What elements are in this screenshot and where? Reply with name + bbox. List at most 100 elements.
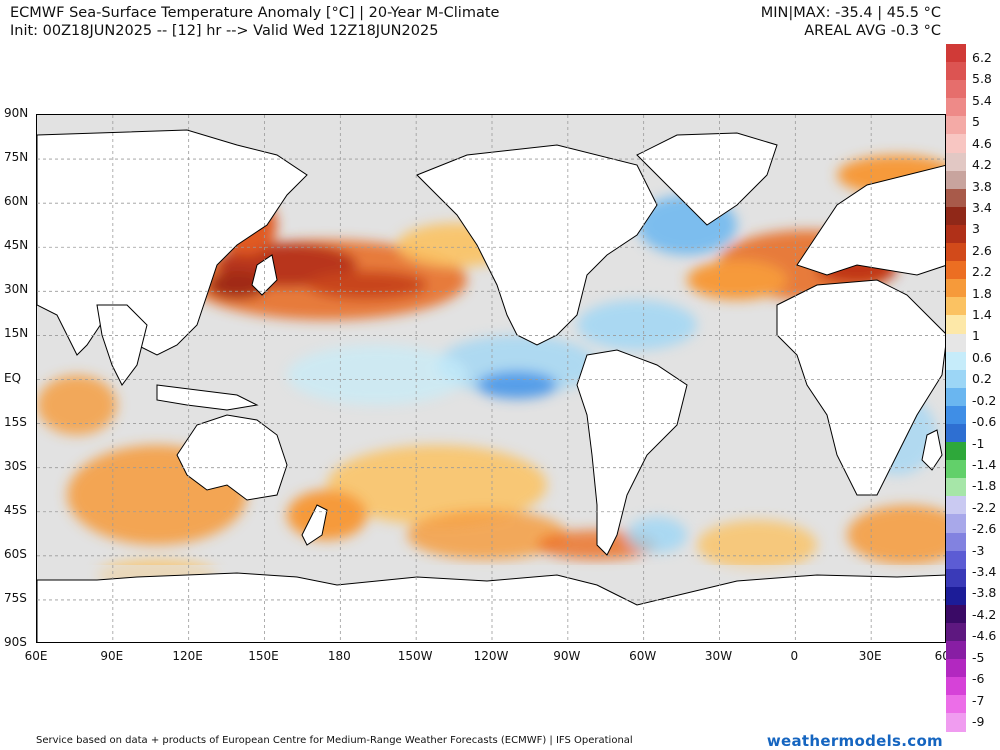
colorbar-segment <box>946 677 966 696</box>
graticule <box>37 115 945 642</box>
colorbar-segment <box>946 442 966 461</box>
longitude-label: 90E <box>100 649 124 663</box>
colorbar-segment <box>946 568 966 587</box>
latitude-label: 60S <box>4 546 27 561</box>
colorbar-segment <box>946 297 966 316</box>
colorbar-label: -3.4 <box>972 564 997 580</box>
colorbar-label: -2.6 <box>972 521 997 537</box>
colorbar-segment <box>946 188 966 207</box>
longitude-label: 120E <box>172 649 203 663</box>
attribution-text: Service based on data + products of Euro… <box>36 735 633 746</box>
colorbar-label: -1 <box>972 435 985 451</box>
colorbar-segment <box>946 369 966 388</box>
colorbar-segment <box>946 279 966 298</box>
land-masses <box>37 129 945 642</box>
colorbar-label: 5 <box>972 114 980 130</box>
colorbar-label: -2.2 <box>972 499 997 515</box>
longitude-label: 30W <box>704 649 733 663</box>
colorbar-segment <box>946 261 966 280</box>
colorbar-segment <box>946 206 966 225</box>
colorbar-label: 0.6 <box>972 349 992 365</box>
longitude-label: 150E <box>248 649 279 663</box>
colorbar-label: 5.8 <box>972 71 992 87</box>
colorbar-label: 6.2 <box>972 50 992 65</box>
minmax-readout: MIN|MAX: -35.4 | 45.5 °C <box>760 5 941 21</box>
colorbar-label: 4.2 <box>972 157 992 173</box>
chart-subtitle: Init: 00Z18JUN2025 -- [12] hr --> Valid … <box>10 23 439 39</box>
colorbar-label: -0.6 <box>972 414 997 430</box>
colorbar-segment <box>946 713 966 732</box>
colorbar-segment <box>946 532 966 551</box>
latitude-label: EQ <box>4 370 22 385</box>
colorbar-label: -1.4 <box>972 456 997 472</box>
colorbar-segment <box>946 550 966 569</box>
colorbar-label: 3.8 <box>972 178 992 194</box>
colorbar-label: 2.2 <box>972 264 992 280</box>
colorbar-segment <box>946 641 966 660</box>
colorbar-segment <box>946 623 966 642</box>
colorbar-segment <box>946 514 966 533</box>
colorbar-label: 0.2 <box>972 371 992 387</box>
colorbar-segment <box>946 134 966 153</box>
colorbar-segment <box>946 659 966 678</box>
longitude-label: 60E <box>24 649 48 663</box>
colorbar-segment <box>946 405 966 424</box>
colorbar-label: -6 <box>972 671 985 687</box>
colorbar-label: -4.2 <box>972 606 997 622</box>
colorbar-segment <box>946 152 966 171</box>
colorbar-label: -7 <box>972 692 985 708</box>
latitude-label: 45S <box>4 502 27 517</box>
colorbar <box>946 44 966 732</box>
colorbar-segment <box>946 478 966 497</box>
latitude-label: 60N <box>4 194 29 209</box>
colorbar-segment <box>946 423 966 443</box>
colorbar-segment <box>946 62 966 81</box>
colorbar-segment <box>946 315 966 334</box>
latitude-label: 75N <box>4 150 29 165</box>
colorbar-label: 2.6 <box>972 242 992 258</box>
colorbar-segment <box>946 351 966 370</box>
colorbar-label: 1.8 <box>972 285 992 301</box>
colorbar-label: 4.6 <box>972 135 992 151</box>
colorbar-segment <box>946 170 966 189</box>
brand-link[interactable]: weathermodels.com <box>766 732 943 750</box>
longitude-label: 30E <box>858 649 882 663</box>
areal-avg-readout: AREAL AVG -0.3 °C <box>804 23 941 39</box>
latitude-label: 15S <box>4 414 27 429</box>
colorbar-label: 3 <box>972 221 980 237</box>
colorbar-label: -4.6 <box>972 628 997 644</box>
colorbar-segment <box>946 387 966 406</box>
colorbar-segment <box>946 80 966 99</box>
longitude-label: 150W <box>397 649 433 663</box>
colorbar-segment <box>946 604 966 623</box>
colorbar-segment <box>946 116 966 135</box>
colorbar-segment <box>946 98 966 117</box>
longitude-label: 90W <box>553 649 581 663</box>
latitude-label: 90N <box>4 106 29 120</box>
colorbar-segment <box>946 496 966 515</box>
colorbar-label: -1.8 <box>972 478 997 494</box>
longitude-label: 60W <box>629 649 657 663</box>
latitude-label: 30S <box>4 458 27 473</box>
colorbar-label: -0.2 <box>972 392 997 408</box>
colorbar-label: -9 <box>972 714 985 729</box>
chart-title: ECMWF Sea-Surface Temperature Anomaly [°… <box>10 5 500 21</box>
colorbar-segment <box>946 224 966 244</box>
longitude-label: 0 <box>790 649 799 663</box>
colorbar-segment <box>946 460 966 479</box>
latitude-label: 45N <box>4 238 29 253</box>
sst-anomaly-map[interactable] <box>36 114 946 643</box>
colorbar-segment <box>946 333 966 352</box>
longitude-label: 120W <box>473 649 509 663</box>
latitude-label: 30N <box>4 282 29 297</box>
latitude-label: 90S <box>4 635 27 649</box>
colorbar-segment <box>946 695 966 714</box>
colorbar-label: -3.8 <box>972 585 997 601</box>
colorbar-segment <box>946 44 966 63</box>
longitude-label: 180 <box>327 649 351 663</box>
colorbar-label: 5.4 <box>972 92 992 108</box>
colorbar-label: -5 <box>972 649 985 665</box>
colorbar-segment <box>946 243 966 262</box>
latitude-label: 75S <box>4 590 27 605</box>
colorbar-label: 1.4 <box>972 307 992 323</box>
